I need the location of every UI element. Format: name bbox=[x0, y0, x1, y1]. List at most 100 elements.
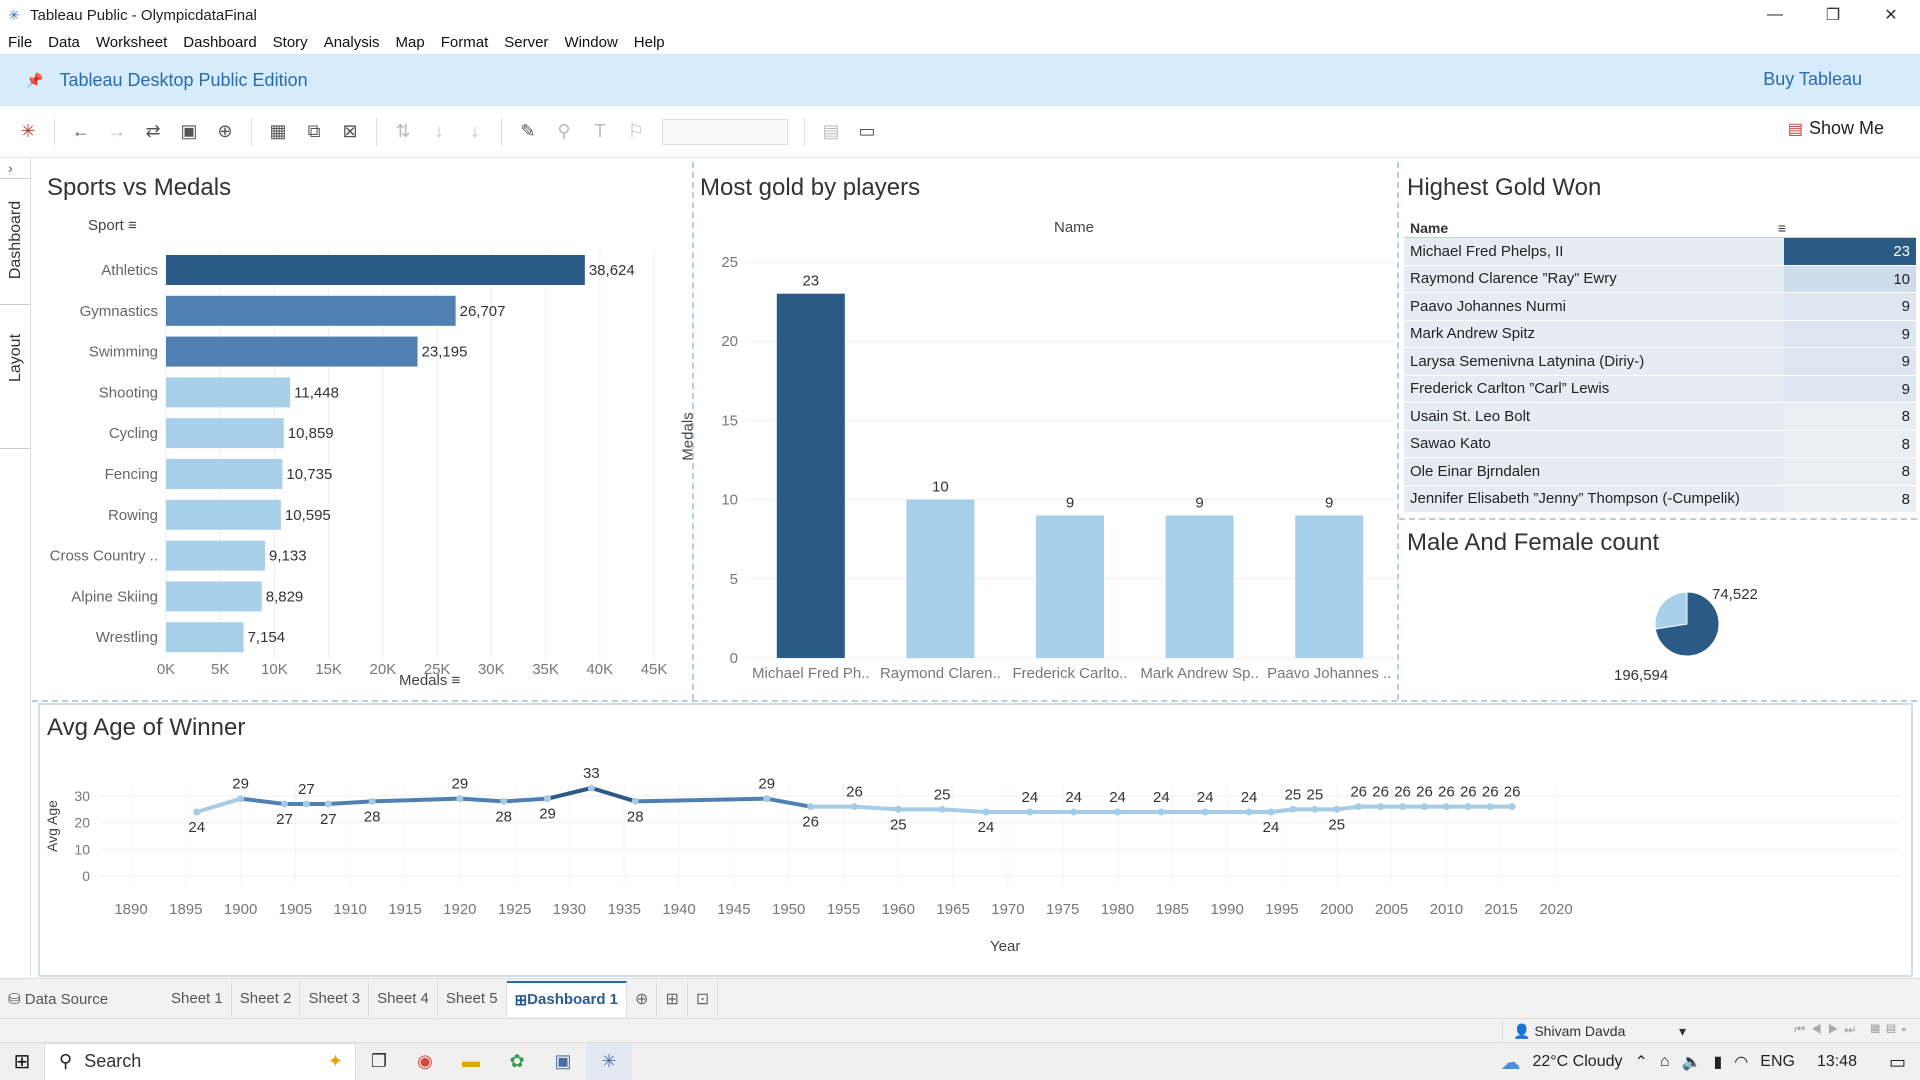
table-row[interactable]: Michael Fred Phelps, II 23 bbox=[1404, 238, 1916, 266]
windows-start-icon[interactable]: ⊞ bbox=[13, 1051, 31, 1073]
menu-map[interactable]: Map bbox=[395, 33, 425, 51]
weather-text[interactable]: 22°C Cloudy bbox=[1532, 1053, 1623, 1070]
tray-chevron-icon[interactable]: ⌃ bbox=[1634, 1054, 1648, 1071]
group-icon[interactable]: ⚲ bbox=[557, 121, 571, 141]
clear-sheet-icon[interactable]: ⊠ bbox=[342, 121, 358, 141]
menu-dashboard[interactable]: Dashboard bbox=[183, 33, 257, 51]
task-view-icon[interactable]: ❐ bbox=[370, 1051, 388, 1071]
battery-icon[interactable]: ▮ bbox=[1713, 1054, 1723, 1071]
line-point bbox=[324, 800, 332, 808]
sort-icon[interactable]: ≡ bbox=[451, 672, 461, 689]
menu-server[interactable]: Server bbox=[504, 33, 549, 51]
row-value: 8 bbox=[1784, 458, 1916, 485]
x-tick-label: 1910 bbox=[334, 901, 367, 918]
redo-icon[interactable]: → bbox=[108, 121, 126, 141]
sheet-tab[interactable]: Sheet 1 bbox=[163, 980, 232, 1017]
new-worksheet-icon[interactable]: ▦ bbox=[269, 121, 287, 141]
row-name: Usain St. Leo Bolt bbox=[1410, 407, 1531, 425]
category-label: Gymnastics bbox=[80, 303, 158, 320]
close-button[interactable]: ✕ bbox=[1884, 7, 1898, 24]
menu-worksheet[interactable]: Worksheet bbox=[95, 33, 168, 51]
sort-ascending-icon[interactable]: ↓ bbox=[434, 121, 444, 141]
table-row[interactable]: Raymond Clarence ”Ray” Ewry 10 bbox=[1404, 265, 1916, 293]
x-tick-label: 1935 bbox=[608, 901, 641, 918]
menu-data[interactable]: Data bbox=[48, 33, 80, 51]
save-icon[interactable]: ▣ bbox=[180, 121, 198, 141]
notifications-icon[interactable]: ▭ bbox=[1888, 1051, 1906, 1072]
menu-story[interactable]: Story bbox=[272, 33, 308, 51]
sheet-tab[interactable]: Sheet 4 bbox=[369, 980, 438, 1017]
new-datasource-icon[interactable]: ⊕ bbox=[217, 121, 233, 141]
file-explorer-icon[interactable]: ▬ bbox=[462, 1051, 480, 1071]
dashboard-tab-active[interactable]: ⊞ Dashboard 1 bbox=[506, 980, 628, 1017]
taskbar-search[interactable]: ⚲ Search ✦ bbox=[44, 1042, 356, 1080]
wifi-icon[interactable]: ◠ bbox=[1734, 1054, 1749, 1071]
menu-analysis[interactable]: Analysis bbox=[323, 33, 380, 51]
new-story-icon[interactable]: ⊡ bbox=[688, 980, 719, 1017]
network-icon[interactable]: ⌂ bbox=[1659, 1053, 1670, 1070]
show-me-button[interactable]: ▤ Show Me bbox=[1788, 118, 1884, 139]
menu-window[interactable]: Window bbox=[564, 33, 618, 51]
bar bbox=[166, 418, 284, 449]
tableau-taskbar-icon[interactable]: ✳ bbox=[586, 1042, 632, 1080]
duplicate-sheet-icon[interactable]: ⧉ bbox=[307, 121, 321, 141]
table-row[interactable]: Jennifer Elisabeth ”Jenny” Thompson (-Cu… bbox=[1404, 485, 1916, 513]
tableau-home-icon[interactable]: ✳ bbox=[20, 121, 36, 141]
bar bbox=[1036, 515, 1104, 658]
presentation-mode-icon[interactable]: ▭ bbox=[858, 121, 876, 141]
table-row[interactable]: Ole Einar Bjrndalen 8 bbox=[1404, 458, 1916, 486]
show-cards-icon[interactable]: ▤ bbox=[822, 121, 840, 141]
data-label: 24 bbox=[1109, 789, 1126, 806]
sort-icon[interactable]: ≡ bbox=[1777, 219, 1786, 236]
language-indicator[interactable]: ENG bbox=[1760, 1053, 1795, 1070]
menu-format[interactable]: Format bbox=[440, 33, 489, 51]
replay-icon[interactable]: ⇄ bbox=[145, 121, 161, 141]
x-tick-label: 2020 bbox=[1539, 901, 1572, 918]
expand-arrow-icon[interactable]: › bbox=[8, 160, 13, 176]
data-source-tab[interactable]: ⛁ Data Source bbox=[8, 990, 163, 1008]
table-row[interactable]: Frederick Carlton ”Carl” Lewis 9 bbox=[1404, 375, 1916, 403]
table-row[interactable]: Paavo Johannes Nurmi 9 bbox=[1404, 293, 1916, 321]
maximize-button[interactable]: ❐ bbox=[1825, 7, 1841, 24]
new-sheet-icon[interactable]: ⊕ bbox=[627, 980, 658, 1017]
pin-axes-icon[interactable]: ⚐ bbox=[627, 121, 645, 141]
menu-help[interactable]: Help bbox=[633, 33, 665, 51]
table-row[interactable]: Sawao Kato 8 bbox=[1404, 430, 1916, 458]
x-tick-label: 2015 bbox=[1485, 901, 1518, 918]
swap-icon[interactable]: ⇅ bbox=[395, 121, 411, 141]
label-icon[interactable]: T bbox=[594, 121, 606, 141]
sport-field-label[interactable]: Sport ≡ bbox=[88, 217, 137, 234]
table-row[interactable]: Larysa Semenivna Latynina (Diriy-) 9 bbox=[1404, 348, 1916, 376]
app-icon[interactable]: ▣ bbox=[554, 1051, 572, 1071]
y-tick-label: 0 bbox=[730, 650, 738, 667]
line-point bbox=[982, 808, 990, 816]
x-tick-label: 0K bbox=[157, 661, 175, 678]
fit-dropdown[interactable] bbox=[662, 118, 788, 145]
tab-dashboard[interactable]: Dashboard bbox=[2, 190, 30, 290]
tab-layout[interactable]: Layout bbox=[2, 318, 30, 398]
sheet-tab[interactable]: Sheet 3 bbox=[300, 980, 370, 1017]
sort-descending-icon[interactable]: ↓ bbox=[470, 121, 480, 141]
x-tick-label: 1925 bbox=[498, 901, 531, 918]
sheet-tab[interactable]: Sheet 5 bbox=[438, 980, 507, 1017]
highlight-icon[interactable]: ✎ bbox=[520, 121, 536, 141]
sheet-tab[interactable]: Sheet 2 bbox=[232, 980, 301, 1017]
clock[interactable]: 13:48 bbox=[1816, 1053, 1857, 1070]
bar bbox=[166, 499, 281, 530]
table-row[interactable]: Usain St. Leo Bolt 8 bbox=[1404, 403, 1916, 431]
new-dashboard-icon[interactable]: ⊞ bbox=[657, 980, 688, 1017]
buy-tableau-link[interactable]: Buy Tableau bbox=[1763, 69, 1862, 89]
minimize-button[interactable]: — bbox=[1767, 6, 1783, 23]
table-row[interactable]: Mark Andrew Spitz 9 bbox=[1404, 320, 1916, 348]
menu-file[interactable]: File bbox=[8, 33, 33, 51]
sheet-navigation-icons[interactable]: ⏮◀▶⏭ ▦▤▪ bbox=[1794, 1022, 1912, 1036]
sports-medals-chart: 0K 5K 10K 15K 20K 25K 30K 35K 40K 45K Athletics 38,… bbox=[50, 250, 667, 678]
sort-icon[interactable]: ≡ bbox=[128, 217, 137, 234]
row-name: Ole Einar Bjrndalen bbox=[1410, 462, 1541, 480]
user-menu[interactable]: 👤 Shivam Davda ▾ bbox=[1502, 1021, 1692, 1041]
undo-icon[interactable]: ← bbox=[72, 121, 90, 141]
chrome-icon[interactable]: ◉ bbox=[417, 1051, 433, 1071]
line-point bbox=[544, 795, 552, 803]
volume-icon[interactable]: 🔈 bbox=[1681, 1054, 1702, 1071]
photos-icon[interactable]: ✿ bbox=[509, 1051, 525, 1071]
